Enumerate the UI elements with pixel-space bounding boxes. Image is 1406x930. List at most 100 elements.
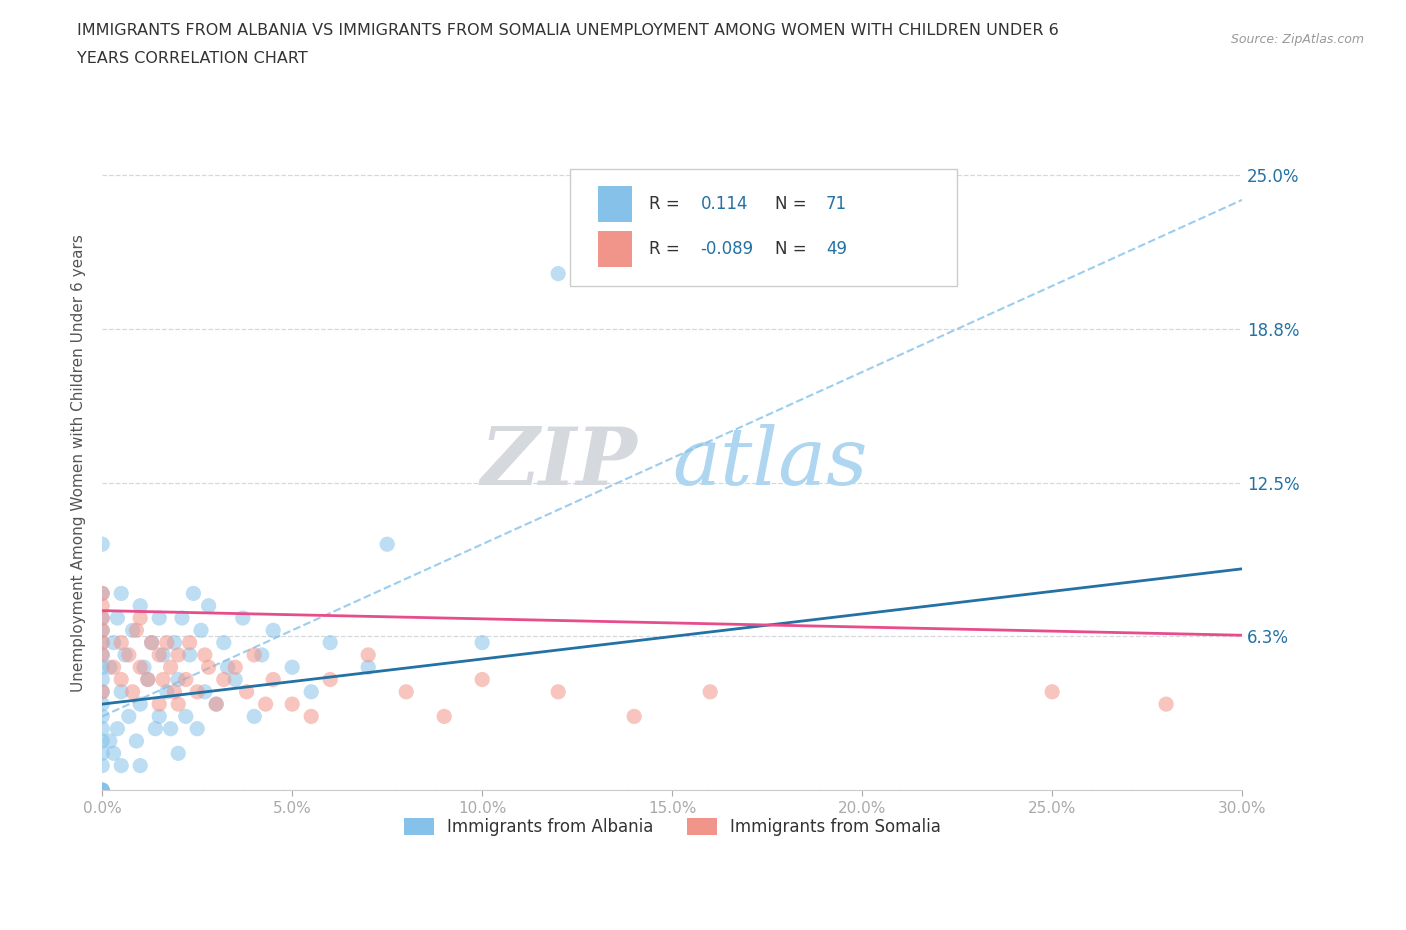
Point [125,734,148,749]
Point [91,659,114,674]
Point [91,635,114,650]
Point [148,611,170,626]
Point [212,672,235,687]
Point [91,586,114,601]
Point [125,623,148,638]
Point [197,598,219,613]
Point [98,659,121,674]
Bar [598,232,633,267]
Point [167,697,190,711]
Point [91,672,114,687]
Point [194,684,217,699]
Point [186,722,208,737]
Bar [598,186,633,222]
Point [190,623,212,638]
Text: ZIP: ZIP [481,424,638,502]
Point [148,647,170,662]
Point [152,672,174,687]
Point [91,783,114,798]
Point [197,659,219,674]
Point [91,611,114,626]
Point [471,672,494,687]
Point [179,647,201,662]
Point [163,635,186,650]
Point [547,684,569,699]
Point [156,635,179,650]
Point [167,672,190,687]
Point [121,684,143,699]
Point [205,697,228,711]
Point [145,722,167,737]
Point [167,647,190,662]
Text: 71: 71 [827,195,848,213]
Point [91,623,114,638]
Point [623,709,645,724]
Point [91,684,114,699]
Point [194,647,217,662]
Point [110,672,132,687]
Point [375,537,398,551]
Point [91,722,114,737]
Text: Source: ZipAtlas.com: Source: ZipAtlas.com [1230,33,1364,46]
Point [1040,684,1063,699]
Point [129,659,152,674]
Point [232,611,254,626]
Point [107,722,129,737]
Point [167,746,190,761]
Point [148,709,170,724]
Point [262,623,284,638]
Point [179,635,201,650]
Point [107,611,129,626]
Text: 0.114: 0.114 [700,195,748,213]
Point [262,672,284,687]
Point [91,734,114,749]
Point [148,697,170,711]
Text: N =: N = [775,195,811,213]
Point [91,598,114,613]
Text: IMMIGRANTS FROM ALBANIA VS IMMIGRANTS FROM SOMALIA UNEMPLOYMENT AMONG WOMEN WITH: IMMIGRANTS FROM ALBANIA VS IMMIGRANTS FR… [77,23,1059,38]
Point [281,697,304,711]
Point [129,697,152,711]
Point [319,635,342,650]
Point [121,623,143,638]
Point [224,672,246,687]
Text: N =: N = [775,240,811,259]
Point [235,684,257,699]
Point [91,783,114,798]
Point [243,709,266,724]
Point [159,722,181,737]
Point [163,684,186,699]
Point [91,709,114,724]
Point [170,611,193,626]
Point [132,659,155,674]
Point [110,758,132,773]
Point [319,672,342,687]
Point [186,684,208,699]
Point [91,783,114,798]
Point [243,647,266,662]
Point [91,537,114,551]
Point [136,672,159,687]
Point [91,783,114,798]
Point [217,659,239,674]
Point [118,647,141,662]
Point [103,635,125,650]
Point [129,598,152,613]
Point [156,684,179,699]
Point [103,659,125,674]
Point [174,709,197,724]
FancyBboxPatch shape [569,168,957,286]
Point [110,635,132,650]
Text: YEARS CORRELATION CHART: YEARS CORRELATION CHART [77,51,308,66]
Point [152,647,174,662]
Point [129,611,152,626]
Point [433,709,456,724]
Point [174,672,197,687]
Point [395,684,418,699]
Point [129,758,152,773]
Point [547,266,569,281]
Point [91,647,114,662]
Point [205,697,228,711]
Point [91,586,114,601]
Point [159,659,181,674]
